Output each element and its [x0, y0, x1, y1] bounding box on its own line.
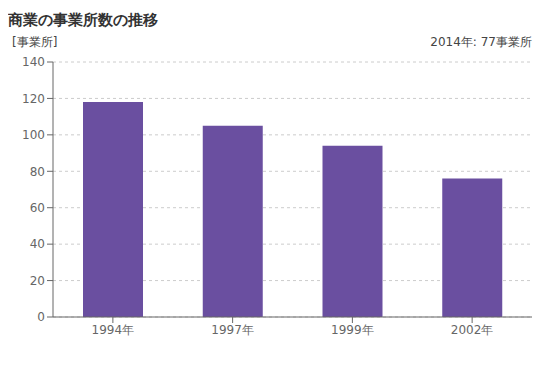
- svg-text:2002年: 2002年: [451, 323, 494, 337]
- html-text:商業の事業所数の推移: 商業の事業所数の推移: [8, 11, 158, 29]
- svg-text:1999年: 1999年: [331, 323, 374, 337]
- svg-text:120: 120: [22, 92, 45, 106]
- svg-text:40: 40: [30, 237, 45, 251]
- svg-text:1997年: 1997年: [211, 323, 254, 337]
- svg-text:100: 100: [22, 128, 45, 142]
- html-text:2014年: 77事業所: 2014年: 77事業所: [430, 35, 532, 49]
- svg-text:80: 80: [30, 165, 45, 179]
- svg-text:1994年: 1994年: [92, 323, 135, 337]
- html-text:[事業所]: [事業所]: [12, 35, 58, 49]
- svg-text:140: 140: [22, 55, 45, 69]
- svg-text:60: 60: [30, 201, 45, 215]
- svg-text:20: 20: [30, 274, 45, 288]
- svg-text:0: 0: [37, 310, 45, 324]
